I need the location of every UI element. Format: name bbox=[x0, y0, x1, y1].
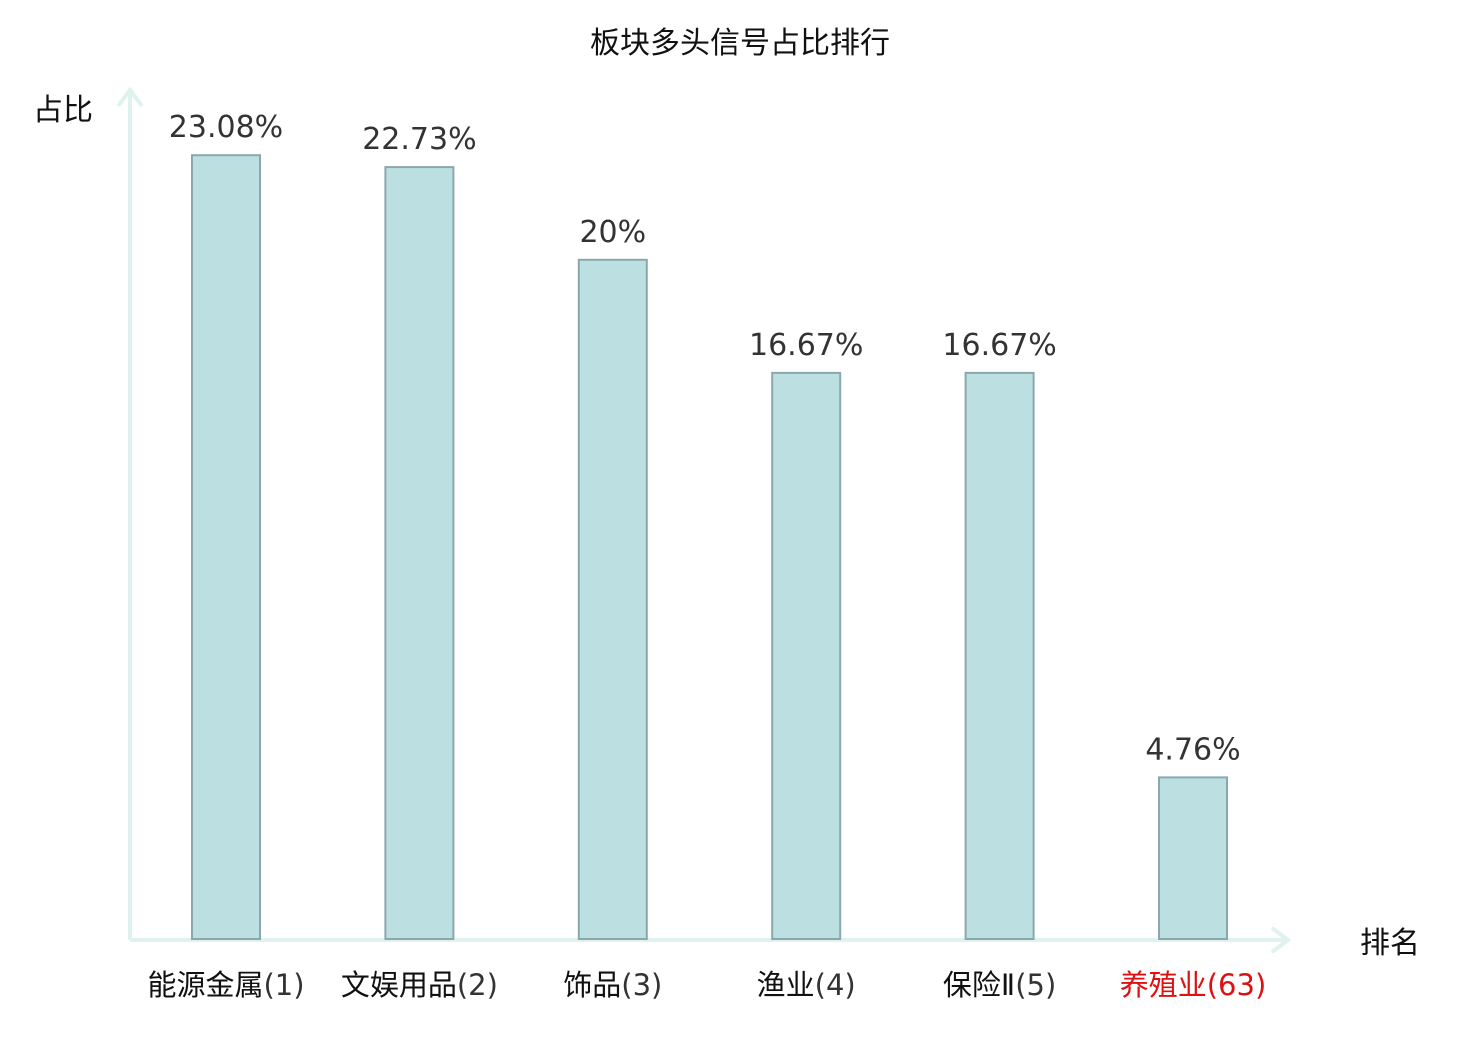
bar-6 bbox=[1158, 776, 1228, 941]
value-label-2: 22.73% bbox=[362, 122, 476, 157]
category-name: 能源金属 bbox=[147, 968, 263, 1002]
category-label-2: 文娱用品(2) bbox=[341, 968, 498, 1002]
category-label-4: 渔业(4) bbox=[757, 968, 856, 1002]
category-rank: (4) bbox=[815, 968, 856, 1002]
category-labels: 能源金属(1) 文娱用品(2) 饰品(3) 渔业(4) 保险Ⅱ(5) 养殖业(63) bbox=[147, 968, 1266, 1002]
bar-1 bbox=[191, 154, 261, 940]
value-label-1: 23.08% bbox=[169, 110, 283, 145]
value-label-4: 16.67% bbox=[749, 328, 863, 363]
category-name: 饰品 bbox=[563, 968, 621, 1002]
x-axis-label: 排名 bbox=[1360, 926, 1420, 961]
value-labels: 23.08% 22.73% 20% 16.67% 16.67% 4.76% bbox=[169, 110, 1241, 767]
value-label-6: 4.76% bbox=[1145, 732, 1240, 767]
category-label-6: 养殖业(63) bbox=[1120, 968, 1267, 1002]
category-rank: (2) bbox=[457, 968, 498, 1002]
category-label-5: 保险Ⅱ(5) bbox=[943, 968, 1056, 1002]
category-label-1: 能源金属(1) bbox=[147, 968, 304, 1002]
x-axis-arrow bbox=[1270, 926, 1292, 954]
category-name: 文娱用品 bbox=[341, 968, 457, 1002]
bar-5 bbox=[964, 371, 1035, 940]
axes bbox=[116, 86, 1292, 954]
category-name: 养殖业 bbox=[1120, 968, 1207, 1002]
category-name: 保险Ⅱ bbox=[943, 968, 1015, 1002]
y-axis-label: 占比 bbox=[33, 93, 93, 128]
value-label-5: 16.67% bbox=[942, 328, 1056, 363]
category-rank: (63) bbox=[1207, 968, 1267, 1002]
bars bbox=[191, 154, 1228, 941]
chart-title: 板块多头信号占比排行 bbox=[590, 26, 890, 61]
bar-3 bbox=[577, 258, 648, 940]
category-rank: (3) bbox=[621, 968, 662, 1002]
category-label-3: 饰品(3) bbox=[563, 968, 662, 1002]
bar-2 bbox=[384, 166, 455, 941]
y-axis-arrow bbox=[116, 86, 144, 108]
bar-4 bbox=[771, 371, 842, 940]
category-rank: (1) bbox=[263, 968, 304, 1002]
category-rank: (5) bbox=[1015, 968, 1056, 1002]
category-name: 渔业 bbox=[757, 968, 815, 1002]
value-label-3: 20% bbox=[579, 215, 646, 250]
